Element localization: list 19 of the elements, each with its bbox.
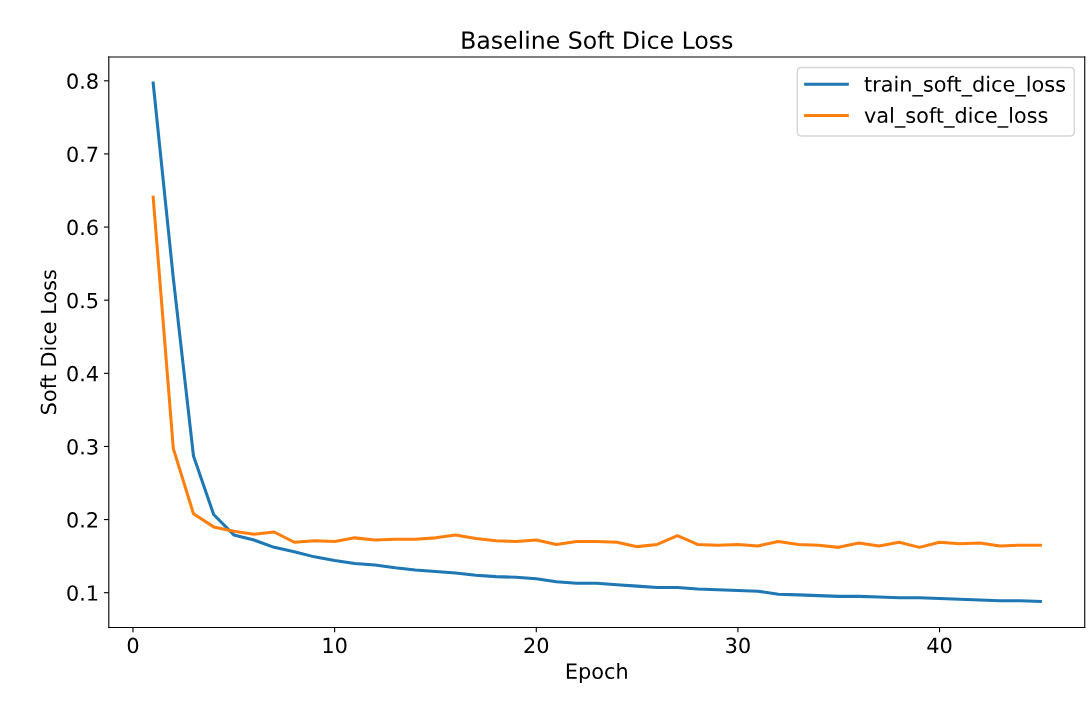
y-tick-label: 0.7 [67, 146, 98, 163]
legend-label: train_soft_dice_loss [864, 75, 1065, 97]
y-tick-label: 0.6 [67, 219, 98, 236]
x-tick-label: 20 [524, 637, 549, 654]
line-series [151, 195, 1042, 549]
x-tick-label: 10 [323, 637, 347, 654]
y-tick-label: 0.2 [67, 512, 97, 528]
x-tick-label: 30 [726, 637, 750, 654]
y-axis-title: Soft Dice Loss [40, 270, 57, 414]
x-tick-label: 0 [127, 637, 139, 654]
y-tick-label: 0.5 [67, 292, 98, 309]
x-tick-label: 40 [927, 637, 952, 654]
y-tick-label: 0.3 [67, 438, 98, 455]
x-axis-title: Epoch [566, 662, 627, 684]
y-tick-label: 0.1 [67, 585, 98, 601]
chart-title: Baseline Soft Dice Loss [462, 30, 733, 50]
y-tick-label: 0.8 [67, 73, 98, 90]
y-tick-label: 0.4 [67, 365, 98, 382]
legend-label: val_soft_dice_loss [864, 106, 1048, 128]
